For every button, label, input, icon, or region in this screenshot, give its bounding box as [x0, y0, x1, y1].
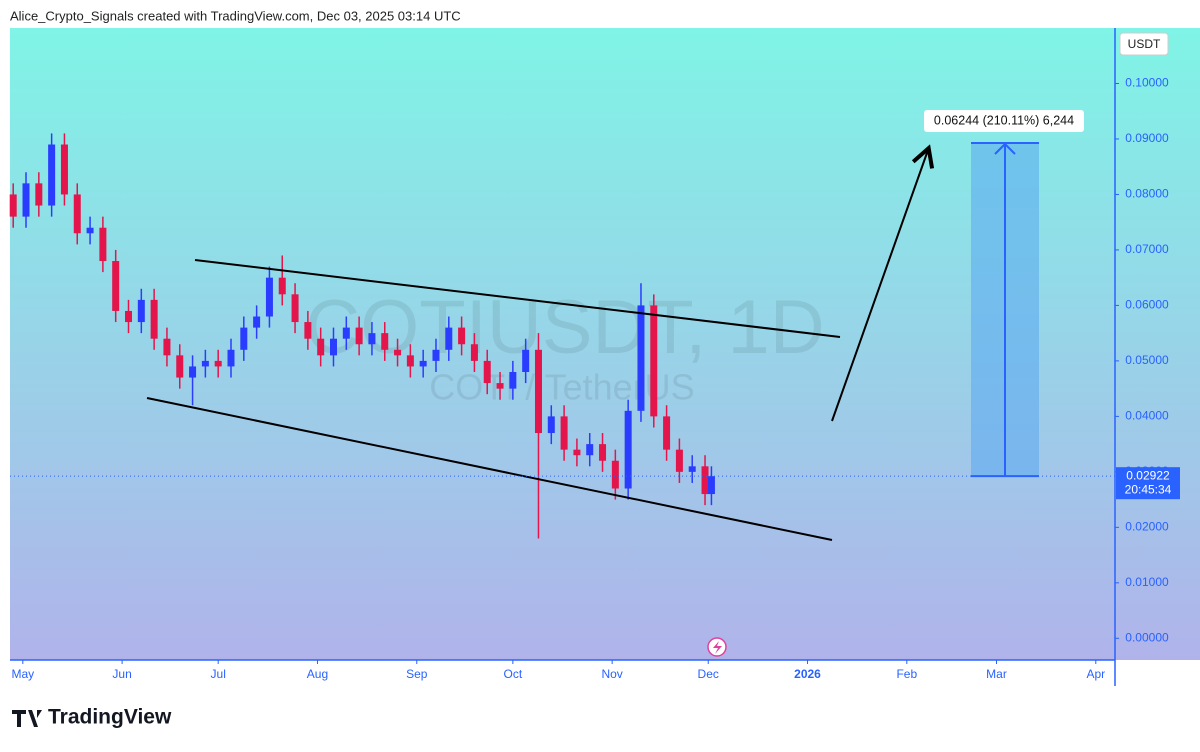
last-price-label: 0.02922	[1126, 468, 1170, 482]
y-tick-label: 0.02000	[1125, 520, 1169, 534]
currency-box[interactable]	[1119, 32, 1169, 56]
x-tick-label: Jul	[211, 667, 226, 681]
candle-body	[137, 299, 145, 323]
candle-body	[201, 360, 209, 367]
trend-line-upper	[194, 259, 841, 338]
y-tick-label: 0.00000	[1125, 630, 1169, 644]
candle-body	[445, 327, 453, 350]
candle-body	[240, 327, 248, 350]
y-tick-label: 0.09000	[1125, 131, 1169, 145]
candle-body	[496, 383, 504, 389]
measure-arrowhead	[994, 142, 1016, 155]
projection-arrow	[831, 150, 928, 422]
logo-text: TradingView	[48, 706, 172, 729]
candle-body	[317, 338, 325, 356]
candle-body	[650, 305, 658, 417]
candle-body	[22, 183, 30, 217]
candle-body	[150, 299, 158, 339]
trend-line-lower	[146, 397, 833, 541]
candle-body	[112, 261, 120, 311]
candle-body	[394, 349, 402, 356]
y-tick-label: 0.07000	[1125, 242, 1169, 256]
candle-body	[406, 355, 414, 367]
x-tick-label: May	[11, 667, 34, 681]
x-tick-label: Dec	[698, 667, 719, 681]
y-tick-label: 0.06000	[1125, 298, 1169, 312]
candle-body	[278, 277, 286, 295]
candle-body	[707, 476, 715, 495]
candle-body	[419, 360, 427, 367]
candle-body	[688, 466, 696, 472]
candle-body	[573, 449, 581, 456]
candle-body	[624, 410, 632, 489]
candle-body	[663, 416, 671, 450]
currency-label: USDT	[1128, 37, 1161, 51]
event-icon-bolt	[713, 641, 722, 654]
header: Alice_Crypto_Signals created with Tradin…	[10, 8, 461, 23]
x-tick-label: Sep	[406, 667, 428, 681]
countdown-label: 20:45:34	[1125, 482, 1172, 496]
candle-body	[611, 460, 619, 489]
candle-body	[35, 183, 43, 206]
watermark-title: COTIUSDT, 1D	[305, 285, 824, 370]
candle-body	[586, 444, 594, 456]
last-price-box	[1116, 467, 1180, 500]
candle-body	[458, 327, 466, 345]
y-tick-label: 0.08000	[1125, 187, 1169, 201]
candle-body	[253, 316, 261, 328]
candle-body	[522, 349, 530, 372]
candle-body	[214, 360, 222, 367]
y-tick-label: 0.04000	[1125, 409, 1169, 423]
candle-body	[547, 416, 555, 434]
measure-label-box	[924, 110, 1084, 132]
candle-body	[73, 194, 81, 234]
x-tick-label: Oct	[504, 667, 523, 681]
candle-body	[329, 338, 337, 356]
candle-body	[163, 338, 171, 356]
candle-body	[99, 227, 107, 262]
candle-body	[304, 322, 312, 339]
x-tick-label: Nov	[601, 667, 622, 681]
candle-body	[368, 333, 376, 345]
candle-body	[9, 194, 17, 217]
x-tick-label: Apr	[1086, 667, 1105, 681]
x-tick-label: Mar	[986, 667, 1007, 681]
candle-body	[509, 371, 517, 389]
x-tick-label: 2026	[794, 667, 821, 681]
y-tick-label: 0.10000	[1125, 76, 1169, 90]
logo-mark	[12, 710, 42, 727]
candle-body	[675, 449, 683, 472]
candle-body	[60, 144, 68, 195]
x-tick-label: Aug	[307, 667, 328, 681]
x-tick-label: Jun	[112, 667, 131, 681]
candle-body	[470, 344, 478, 361]
candle-body	[483, 360, 491, 384]
candle-body	[291, 294, 299, 323]
candle-body	[381, 333, 389, 350]
candle-body	[86, 227, 94, 234]
y-tick-label: 0.05000	[1125, 353, 1169, 367]
measure-label: 0.06244 (210.11%) 6,244	[934, 113, 1074, 127]
candle-body	[701, 466, 709, 495]
candle-body	[48, 144, 56, 206]
candle-body	[637, 305, 645, 411]
candle-body	[125, 310, 133, 323]
candle-body	[176, 355, 184, 378]
y-tick-label: 0.01000	[1125, 575, 1169, 589]
candle-body	[227, 349, 235, 367]
x-tick-label: Feb	[896, 667, 917, 681]
candle-body	[355, 327, 363, 345]
candle-body	[560, 416, 568, 450]
candle-body	[265, 277, 273, 317]
candle-body	[189, 366, 197, 378]
candle-body	[534, 349, 542, 434]
candle-body	[599, 444, 607, 461]
candle-body	[432, 349, 440, 361]
candle-body	[342, 327, 350, 339]
